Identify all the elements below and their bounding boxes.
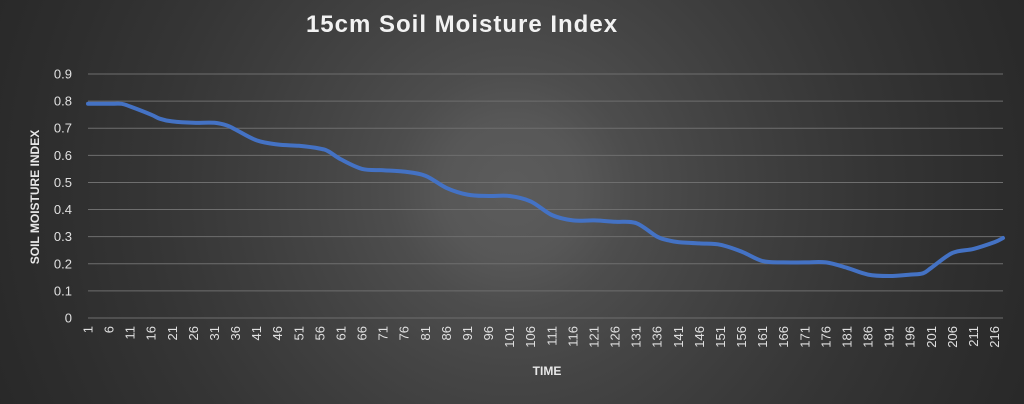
chart-title: 15cm Soil Moisture Index [306, 11, 618, 38]
x-tick-label: 156 [734, 326, 749, 348]
x-tick-label: 81 [418, 326, 433, 340]
x-tick-label: 61 [333, 326, 348, 340]
x-tick-label: 191 [882, 326, 897, 348]
x-tick-label: 91 [460, 326, 475, 340]
x-tick-label: 206 [945, 326, 960, 348]
x-axis-ticks: 1 6 11 16 21 26 31 36 41 46 51 56 61 66 71 76 81 86 91 96 10… [81, 326, 1003, 348]
gridlines [88, 73, 1003, 319]
x-tick-label: 76 [397, 326, 412, 340]
series-line-0 [86, 101, 1005, 278]
x-tick-label: 196 [903, 326, 918, 348]
x-tick-label: 126 [608, 326, 623, 348]
x-tick-label: 1 [81, 326, 96, 333]
x-tick-label: 16 [144, 326, 159, 340]
x-tick-label: 66 [355, 326, 370, 340]
x-tick-label: 56 [312, 326, 327, 340]
y-tick-label: 0.8 [54, 94, 72, 109]
x-tick-label: 111 [544, 326, 559, 346]
series-layer [86, 101, 1005, 278]
x-tick-label: 121 [586, 326, 601, 348]
x-tick-label: 216 [987, 326, 1002, 348]
x-tick-label: 166 [776, 326, 791, 348]
y-tick-label: 0 [65, 311, 72, 326]
x-tick-label: 46 [270, 326, 285, 340]
x-tick-label: 201 [924, 326, 939, 348]
x-tick-label: 171 [797, 326, 812, 348]
x-tick-label: 181 [839, 326, 854, 348]
y-tick-label: 0.2 [54, 256, 72, 271]
x-tick-label: 211 [966, 326, 981, 347]
x-tick-label: 116 [565, 326, 580, 347]
x-tick-label: 151 [713, 326, 728, 348]
x-tick-label: 101 [502, 326, 517, 348]
x-tick-label: 26 [186, 326, 201, 340]
x-tick-label: 31 [207, 326, 222, 340]
x-tick-label: 136 [650, 326, 665, 348]
x-axis-label: TIME [533, 364, 562, 378]
x-tick-label: 41 [249, 326, 264, 340]
y-tick-label: 0.6 [54, 148, 72, 163]
x-tick-label: 96 [481, 326, 496, 340]
x-tick-label: 6 [102, 326, 117, 333]
x-tick-label: 51 [291, 326, 306, 340]
x-tick-label: 186 [861, 326, 876, 348]
y-axis-label: SOIL MOISTURE INDEX [28, 130, 42, 264]
x-tick-label: 71 [376, 326, 391, 340]
x-tick-label: 146 [692, 326, 707, 348]
y-tick-label: 0.3 [54, 229, 72, 244]
x-tick-label: 131 [629, 326, 644, 348]
x-tick-label: 86 [439, 326, 454, 340]
y-tick-label: 0.1 [54, 283, 72, 298]
x-tick-label: 106 [523, 326, 538, 348]
x-tick-label: 36 [228, 326, 243, 340]
x-tick-label: 141 [671, 326, 686, 348]
x-tick-label: 161 [755, 326, 770, 348]
y-tick-label: 0.7 [54, 121, 72, 136]
x-tick-label: 11 [123, 326, 138, 340]
x-tick-label: 21 [165, 326, 180, 340]
y-tick-label: 0.5 [54, 175, 72, 190]
y-axis-ticks: 0 0.1 0.2 0.3 0.4 0.5 0.6 0.7 0.8 0.9 [54, 67, 72, 326]
y-tick-label: 0.9 [54, 67, 72, 82]
x-tick-label: 176 [818, 326, 833, 348]
y-tick-label: 0.4 [54, 202, 72, 217]
